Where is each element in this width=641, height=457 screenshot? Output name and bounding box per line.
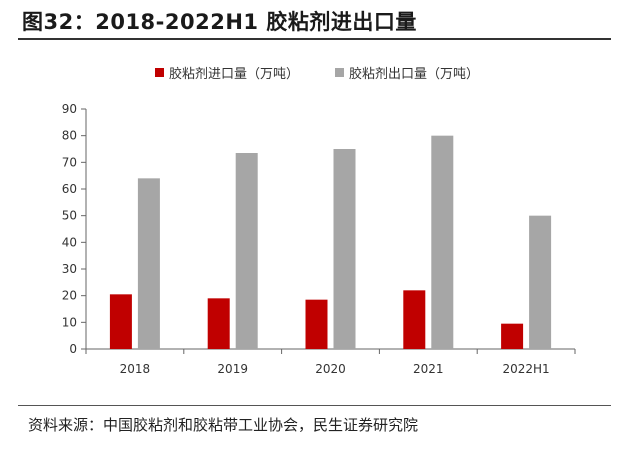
figure-title: 图32：2018-2022H1 胶粘剂进出口量 [22, 10, 417, 34]
source-divider [18, 405, 611, 406]
bar-chart: 0 10 20 30 40 50 60 70 80 90 2018 2019 2020 2021 2022H… [62, 66, 576, 376]
import-bar [305, 299, 328, 349]
export-bar [333, 149, 356, 349]
export-bar [137, 178, 160, 349]
x-tick-label: 2022H1 [502, 362, 549, 376]
y-tick-label: 80 [62, 129, 77, 143]
x-tick-label: 2019 [217, 362, 248, 376]
x-tick-label: 2018 [120, 362, 151, 376]
y-tick-label: 40 [62, 235, 77, 249]
import-bar [501, 323, 524, 349]
y-tick-label: 0 [69, 342, 77, 356]
import-bar [207, 298, 230, 349]
title-divider [18, 38, 611, 40]
legend-swatch-export [335, 68, 344, 77]
y-tick-label: 70 [62, 155, 77, 169]
y-tick-label: 50 [62, 209, 77, 223]
y-tick-label: 90 [62, 102, 77, 116]
y-tick-label: 20 [62, 289, 77, 303]
legend-label-import: 胶粘剂进口量（万吨） [169, 66, 299, 82]
export-bar [529, 215, 552, 349]
import-bar [109, 294, 132, 349]
legend-label-export: 胶粘剂出口量（万吨） [349, 66, 479, 82]
source-note: 资料来源：中国胶粘剂和胶粘带工业协会，民生证券研究院 [28, 416, 419, 434]
legend-swatch-import [155, 68, 164, 77]
import-bar [403, 290, 426, 349]
y-tick-label: 60 [62, 182, 77, 196]
x-tick-label: 2021 [413, 362, 444, 376]
export-bar [235, 153, 258, 349]
y-tick-label: 30 [62, 262, 77, 276]
export-bar [431, 135, 454, 349]
x-tick-label: 2020 [315, 362, 346, 376]
y-tick-label: 10 [62, 315, 77, 329]
